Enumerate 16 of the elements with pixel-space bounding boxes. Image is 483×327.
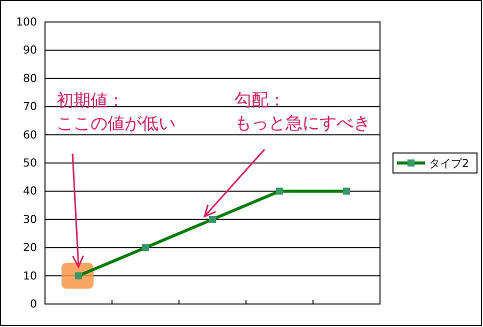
annotation: 勾配： bbox=[234, 90, 286, 110]
y-tick-label: 90 bbox=[23, 44, 37, 57]
y-tick-label: 80 bbox=[23, 72, 37, 85]
annotation: 初期値： bbox=[56, 90, 124, 111]
y-tick-label: 70 bbox=[23, 100, 37, 114]
annotation: ここの値が低い bbox=[56, 114, 176, 134]
y-tick-label: 40 bbox=[23, 184, 37, 198]
legend-label: タイプ2 bbox=[429, 157, 469, 170]
y-tick-label: 0 bbox=[30, 298, 37, 311]
y-tick-label: 30 bbox=[23, 212, 37, 226]
y-tick-label: 50 bbox=[23, 156, 37, 170]
y-tick-label: 20 bbox=[23, 241, 37, 254]
y-tick-label: 60 bbox=[23, 128, 37, 142]
y-tick-label: 100 bbox=[16, 16, 37, 29]
annotation: もっと急にすべき bbox=[234, 113, 370, 134]
y-tick-label: 10 bbox=[23, 269, 37, 282]
